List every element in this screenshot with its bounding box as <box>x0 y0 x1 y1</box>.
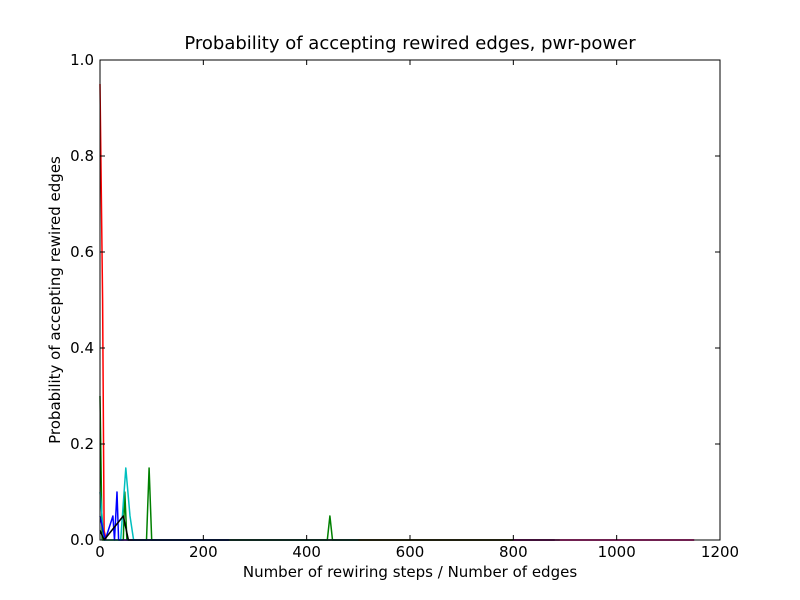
x-tick-label: 0 <box>95 543 105 561</box>
x-tick-label: 200 <box>189 543 218 561</box>
plot-frame <box>99 59 721 541</box>
y-tick-label: 0.0 <box>70 531 94 549</box>
series-line-3 <box>99 467 359 541</box>
y-axis-label: Probability of accepting rewired edges <box>46 156 64 444</box>
x-tick-label: 800 <box>499 543 528 561</box>
chart-title: Probability of accepting rewired edges, … <box>184 33 636 54</box>
series-line-2 <box>99 395 560 541</box>
x-tick-label: 1200 <box>701 543 739 561</box>
y-tick-label: 0.6 <box>70 243 94 261</box>
series-layer <box>99 83 695 541</box>
series-line-4 <box>99 491 230 541</box>
y-tick-label: 0.2 <box>70 435 94 453</box>
x-axis-label: Number of rewiring steps / Number of edg… <box>243 563 577 581</box>
series-line-1 <box>99 83 695 541</box>
y-axis: 0.0 0.2 0.4 0.6 0.8 1.0 <box>70 51 720 549</box>
x-axis: 0 200 400 600 800 1000 1200 <box>95 60 739 561</box>
x-tick-label: 400 <box>292 543 321 561</box>
x-tick-label: 600 <box>396 543 425 561</box>
y-tick-label: 1.0 <box>70 51 94 69</box>
y-tick-label: 0.8 <box>70 147 94 165</box>
y-tick-label: 0.4 <box>70 339 94 357</box>
x-tick-label: 1000 <box>598 543 636 561</box>
